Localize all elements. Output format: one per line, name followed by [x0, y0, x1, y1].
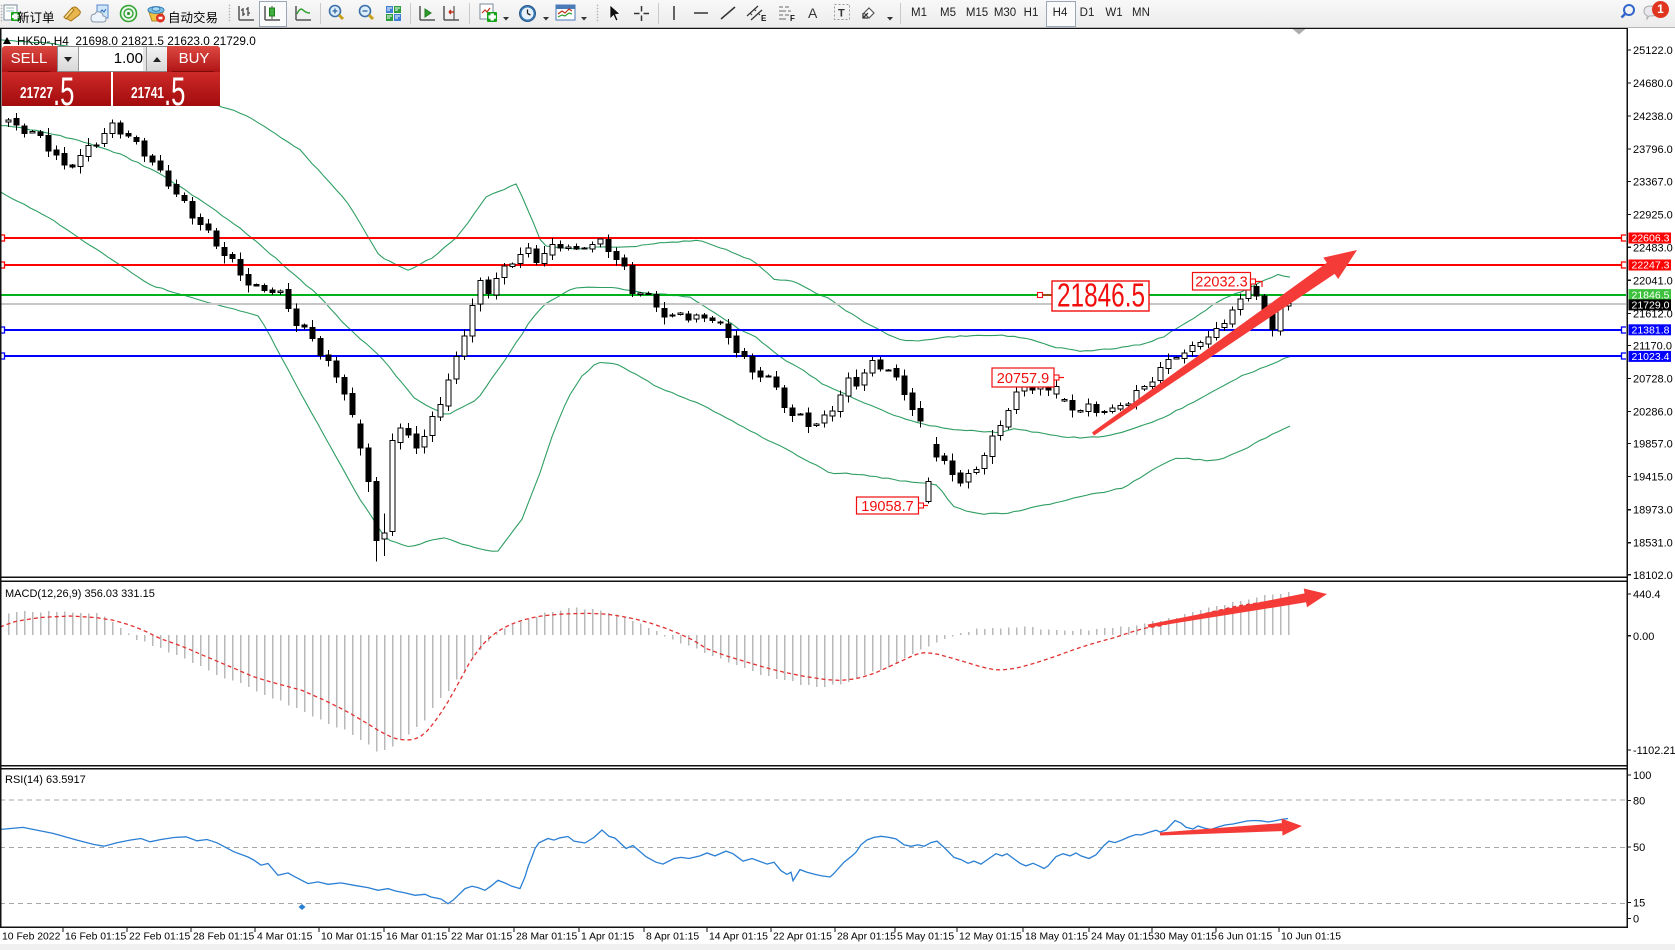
svg-text:30 May 01:15: 30 May 01:15 — [1154, 932, 1217, 943]
svg-text:22606.3: 22606.3 — [1632, 233, 1670, 245]
svg-text:440.4: 440.4 — [1633, 589, 1661, 601]
svg-text:22041.0: 22041.0 — [1633, 275, 1673, 287]
svg-text:24680.0: 24680.0 — [1633, 78, 1673, 90]
svg-text:21729.0: 21729.0 — [1632, 300, 1670, 312]
svg-text:10 Jun 01:15: 10 Jun 01:15 — [1281, 932, 1341, 943]
svg-text:14 Apr 01:15: 14 Apr 01:15 — [709, 932, 768, 943]
svg-text:10 Feb 2022: 10 Feb 2022 — [2, 932, 61, 943]
svg-text:28 Feb 01:15: 28 Feb 01:15 — [193, 932, 254, 943]
svg-text:22483.0: 22483.0 — [1633, 242, 1673, 254]
svg-text:22 Apr 01:15: 22 Apr 01:15 — [773, 932, 832, 943]
svg-text:18 May 01:15: 18 May 01:15 — [1025, 932, 1088, 943]
svg-text:18531.0: 18531.0 — [1633, 538, 1673, 550]
svg-text:28 Mar 01:15: 28 Mar 01:15 — [516, 932, 577, 943]
svg-text:50: 50 — [1633, 842, 1645, 854]
svg-text:80: 80 — [1633, 796, 1645, 808]
svg-text:16 Feb 01:15: 16 Feb 01:15 — [65, 932, 126, 943]
svg-text:16 Mar 01:15: 16 Mar 01:15 — [386, 932, 447, 943]
svg-text:6 Jun 01:15: 6 Jun 01:15 — [1218, 932, 1273, 943]
svg-text:20286.0: 20286.0 — [1633, 407, 1673, 419]
svg-text:21381.8: 21381.8 — [1632, 325, 1670, 337]
svg-text:22247.3: 22247.3 — [1632, 260, 1670, 272]
svg-text:21846.5: 21846.5 — [1057, 277, 1145, 314]
svg-text:8 Apr 01:15: 8 Apr 01:15 — [646, 932, 699, 943]
svg-text:100: 100 — [1633, 770, 1651, 782]
svg-text:4 Mar 01:15: 4 Mar 01:15 — [257, 932, 313, 943]
svg-text:19415.0: 19415.0 — [1633, 472, 1673, 484]
svg-text:22032.3: 22032.3 — [1195, 275, 1247, 291]
svg-text:E: E — [761, 14, 767, 23]
svg-text:24 May 01:15: 24 May 01:15 — [1091, 932, 1154, 943]
svg-text:0.00: 0.00 — [1633, 631, 1654, 643]
svg-text:23796.0: 23796.0 — [1633, 144, 1673, 156]
svg-text:18973.0: 18973.0 — [1633, 505, 1673, 517]
svg-text:21612.0: 21612.0 — [1633, 309, 1673, 321]
svg-text:23367.0: 23367.0 — [1633, 177, 1673, 189]
svg-text:15: 15 — [1633, 898, 1645, 910]
svg-text:10 Mar 01:15: 10 Mar 01:15 — [321, 932, 382, 943]
svg-text:18102.0: 18102.0 — [1633, 570, 1673, 582]
svg-text:21023.4: 21023.4 — [1632, 351, 1670, 363]
svg-text:5 May 01:15: 5 May 01:15 — [897, 932, 954, 943]
svg-text:-1102.21: -1102.21 — [1633, 745, 1675, 757]
svg-text:21846.5: 21846.5 — [1632, 289, 1670, 301]
svg-text:F: F — [790, 14, 795, 23]
svg-text:25122.0: 25122.0 — [1633, 45, 1673, 57]
svg-text:22 Feb 01:15: 22 Feb 01:15 — [129, 932, 190, 943]
svg-text:22925.0: 22925.0 — [1633, 210, 1673, 222]
svg-text:20757.9: 20757.9 — [997, 371, 1049, 387]
svg-text:19857.0: 19857.0 — [1633, 439, 1673, 451]
svg-text:22 Mar 01:15: 22 Mar 01:15 — [451, 932, 512, 943]
svg-text:12 May 01:15: 12 May 01:15 — [959, 932, 1022, 943]
svg-text:19058.7: 19058.7 — [861, 499, 913, 515]
svg-text:1 Apr 01:15: 1 Apr 01:15 — [581, 932, 634, 943]
svg-text:0: 0 — [1633, 914, 1639, 926]
svg-text:T: T — [838, 8, 845, 20]
svg-text:MACD(12,26,9) 356.03 331.15: MACD(12,26,9) 356.03 331.15 — [5, 588, 155, 600]
svg-text:24238.0: 24238.0 — [1633, 111, 1673, 123]
svg-text:21170.0: 21170.0 — [1633, 340, 1672, 352]
svg-text:20728.0: 20728.0 — [1633, 374, 1673, 386]
svg-text:RSI(14) 63.5917: RSI(14) 63.5917 — [5, 774, 86, 786]
svg-text:28 Apr 01:15: 28 Apr 01:15 — [837, 932, 896, 943]
